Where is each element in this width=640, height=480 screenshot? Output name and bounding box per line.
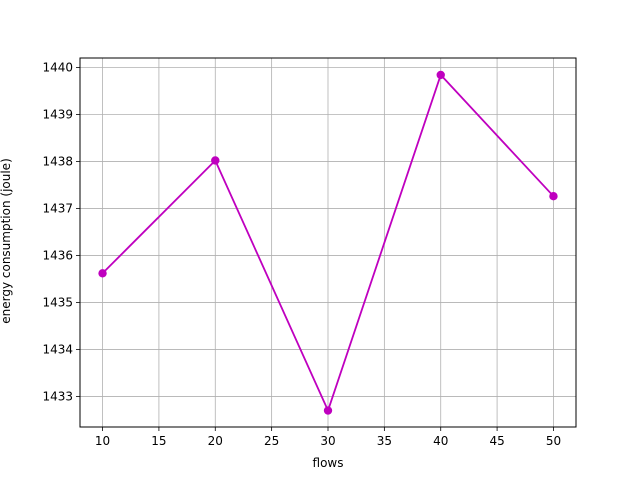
y-tick-label: 1434 [42, 342, 73, 356]
x-tick-label: 40 [433, 434, 448, 448]
series-layer [98, 70, 558, 415]
y-axis-label: energy consumption (joule) [0, 158, 13, 324]
y-tick-label: 1435 [42, 295, 73, 309]
data-point [211, 156, 220, 165]
data-point [436, 70, 445, 80]
x-tick-label: 50 [546, 434, 561, 448]
y-tick-label: 1436 [42, 248, 73, 262]
x-tick-label: 20 [208, 434, 223, 448]
x-tick-label: 10 [95, 434, 110, 448]
x-tick-label: 45 [489, 434, 504, 448]
y-tick-label: 1440 [42, 60, 73, 74]
grid [80, 58, 576, 427]
y-tick-label: 1433 [42, 389, 73, 403]
x-tick-label: 30 [320, 434, 335, 448]
data-point [98, 269, 107, 278]
y-tick-label: 1437 [42, 201, 73, 215]
y-tick-label: 1438 [42, 154, 73, 168]
x-tick-label: 25 [264, 434, 279, 448]
data-point [323, 406, 333, 415]
x-tick-label: 15 [151, 434, 166, 448]
ticks: 10 15 20 25 30 35 40 45 50 1433 1434 1435 1436 1437 14… [42, 60, 561, 448]
y-tick-label: 1439 [42, 107, 73, 121]
x-tick-label: 35 [377, 434, 392, 448]
data-point [549, 191, 558, 201]
x-axis-label: flows [313, 456, 344, 470]
